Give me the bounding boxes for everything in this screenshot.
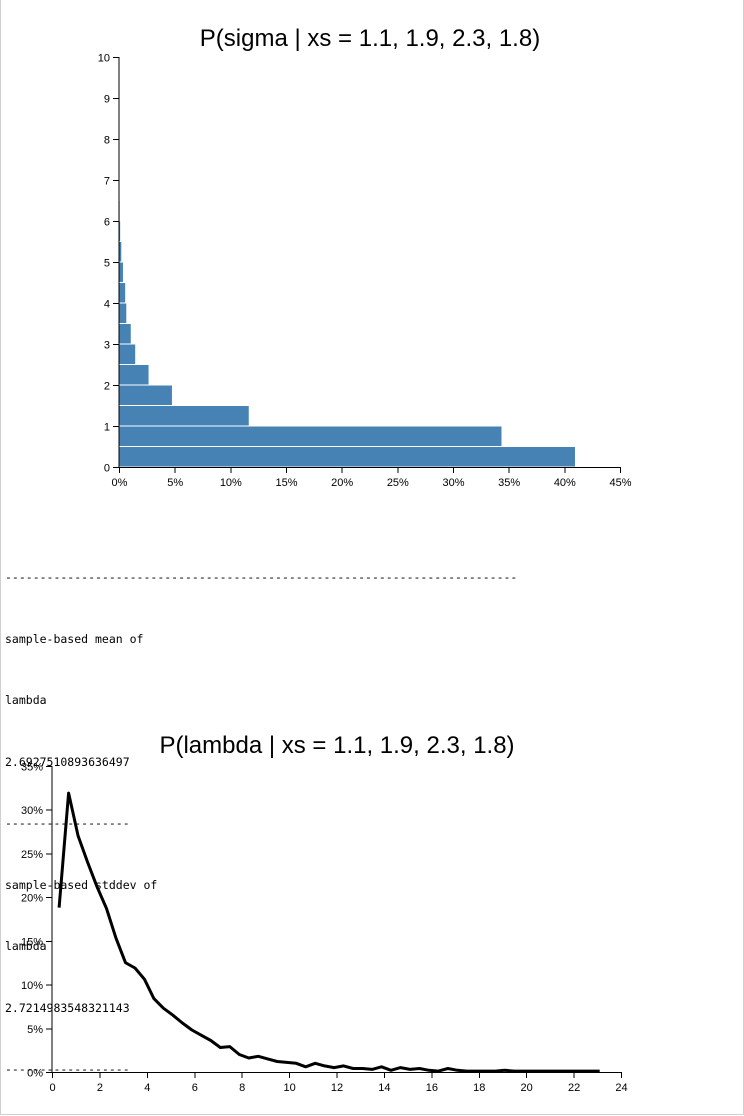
histogram-bar xyxy=(118,302,128,324)
y-tick-label: 5 xyxy=(104,258,110,270)
y-tick-label: 4 xyxy=(104,299,110,311)
sigma-chart-title: P(sigma | xs = 1.1, 1.9, 2.3, 1.8) xyxy=(200,25,540,52)
y-tick-label: 25% xyxy=(21,849,43,861)
x-tick-label: 40% xyxy=(554,477,576,489)
x-tick-label: 35% xyxy=(498,477,520,489)
histogram-bar xyxy=(118,446,576,468)
histogram-bar xyxy=(118,282,127,304)
x-tick-label: 10 xyxy=(283,1082,295,1094)
y-tick-label: 6 xyxy=(104,217,110,229)
histogram-bar xyxy=(118,323,132,345)
x-tick-label: 5% xyxy=(167,477,183,489)
y-tick-label: 3 xyxy=(104,340,110,352)
lambda-line-chart: P(lambda | xs = 1.1, 1.9, 2.3, 1.8) 0% 5%… xyxy=(21,732,628,1094)
console-line-stddev-value: 2.7214983548321143 xyxy=(5,1000,130,1015)
console-line-stddev-label: sample-based stddev of xyxy=(5,877,158,892)
x-tick-label: 22 xyxy=(568,1082,580,1094)
x-tick-label: 25% xyxy=(387,477,409,489)
x-tick-label: 12 xyxy=(331,1082,343,1094)
y-tick-label: 2 xyxy=(104,381,110,393)
y-tick-label: 20% xyxy=(21,893,43,905)
sigma-histogram-chart: P(sigma | xs = 1.1, 1.9, 2.3, 1.8) 0 1 2 3 4… xyxy=(98,25,632,489)
x-tick-label: 15% xyxy=(275,477,297,489)
x-tick-label: 14 xyxy=(378,1082,390,1094)
histogram-bar xyxy=(118,425,503,447)
x-tick-label: 4 xyxy=(144,1082,150,1094)
y-tick-label: 9 xyxy=(104,94,110,106)
y-tick-label: 35% xyxy=(21,762,43,774)
x-tick-label: 0% xyxy=(112,477,128,489)
histogram-bar xyxy=(118,343,137,365)
x-tick-label: 24 xyxy=(615,1082,627,1094)
console-line-mean-value: 2.6927510893636497 xyxy=(5,754,130,769)
x-tick-label: 45% xyxy=(609,477,631,489)
x-tick-label: 30% xyxy=(442,477,464,489)
x-tick-label: 0 xyxy=(49,1082,55,1094)
y-tick-label: 8 xyxy=(104,135,110,147)
y-tick-label: 15% xyxy=(21,936,43,948)
x-tick-label: 20 xyxy=(521,1082,533,1094)
x-tick-label: 6 xyxy=(192,1082,198,1094)
console-line-mean-variable: lambda xyxy=(5,693,47,707)
x-tick-label: 18 xyxy=(473,1082,485,1094)
console-line-stddev-variable: lambda xyxy=(5,939,47,953)
lambda-density-line xyxy=(57,791,600,1073)
x-tick-label: 2 xyxy=(97,1082,103,1094)
y-tick-label: 0 xyxy=(104,463,110,475)
y-tick-label: 7 xyxy=(104,176,110,188)
y-tick-label: 30% xyxy=(21,805,43,817)
y-tick-label: 10% xyxy=(21,980,43,992)
console-line-separator: ----------------------------------------… xyxy=(5,570,518,584)
y-tick-label: 0% xyxy=(27,1068,43,1080)
x-tick-label: 10% xyxy=(220,477,242,489)
histogram-bar xyxy=(118,261,124,283)
histogram-bar xyxy=(118,384,173,406)
x-tick-label: 20% xyxy=(331,477,353,489)
lambda-chart-title: P(lambda | xs = 1.1, 1.9, 2.3, 1.8) xyxy=(159,732,514,759)
histogram-bar xyxy=(118,364,150,386)
y-tick-label: 10 xyxy=(98,53,110,65)
y-tick-label: 5% xyxy=(27,1024,43,1036)
histogram-bar xyxy=(118,405,250,427)
y-tick-label: 1 xyxy=(104,422,110,434)
x-tick-label: 8 xyxy=(239,1082,245,1094)
console-line-mean-label: sample-based mean of xyxy=(5,631,144,646)
x-tick-label: 16 xyxy=(426,1082,438,1094)
